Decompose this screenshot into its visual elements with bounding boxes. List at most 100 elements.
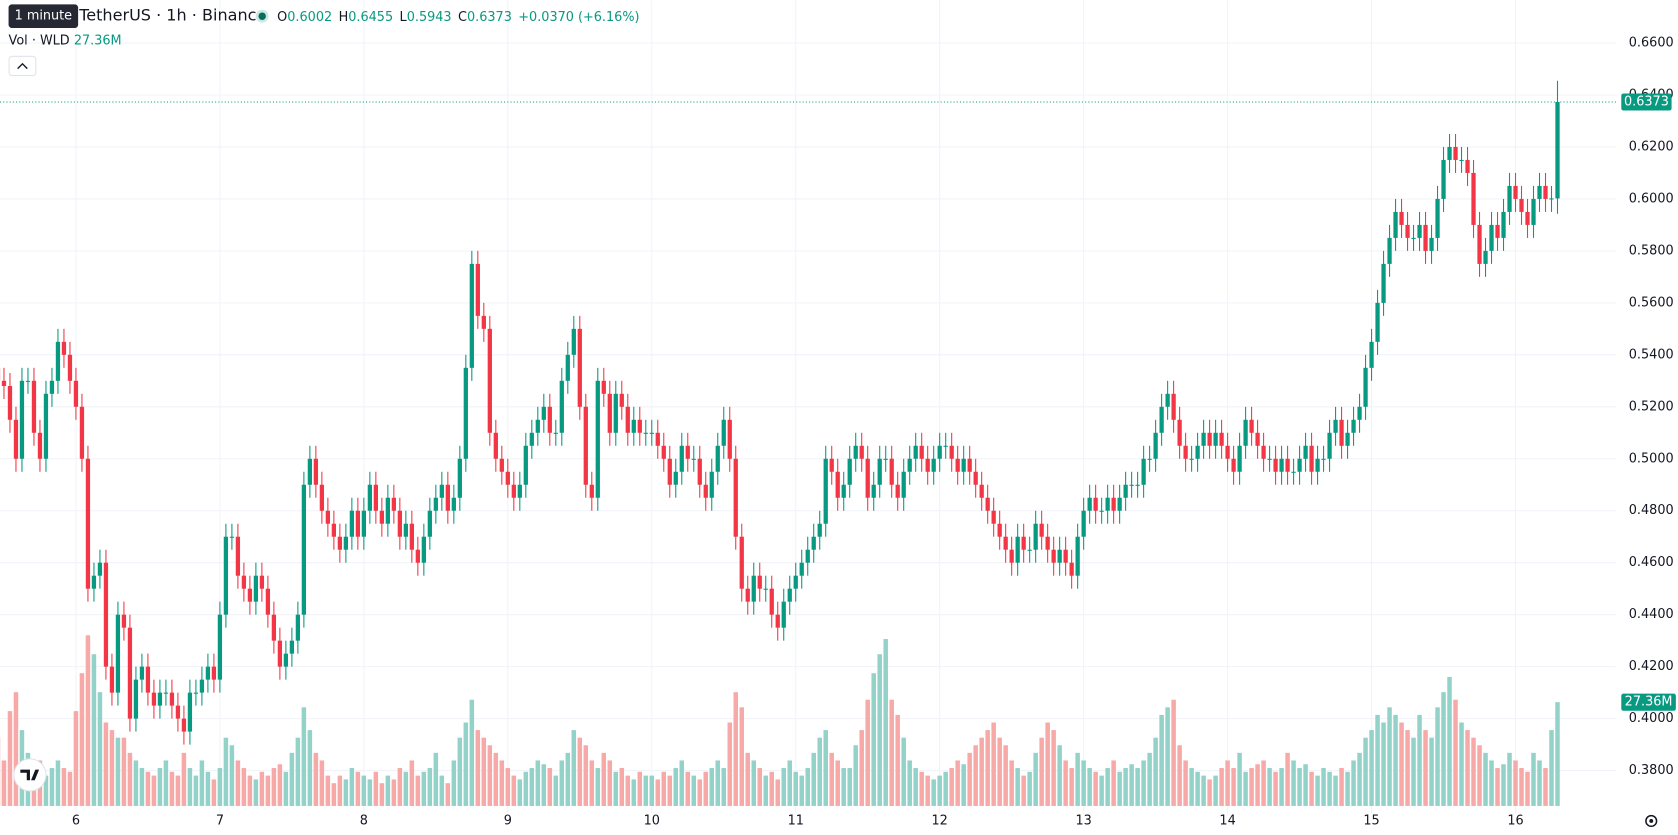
candle-body — [667, 458, 672, 485]
candle-body — [193, 692, 199, 694]
volume-bar — [1093, 771, 1098, 806]
candle-body — [1459, 159, 1464, 162]
volume-bar — [553, 775, 559, 806]
candle-body — [1129, 484, 1134, 486]
logo-circle[interactable] — [13, 758, 47, 792]
candle-body — [541, 406, 546, 420]
volume-bar — [751, 760, 756, 806]
candle-body — [577, 328, 582, 407]
candle-body — [391, 497, 396, 511]
candle-body — [301, 484, 307, 615]
candle-body — [823, 458, 828, 524]
symbol-title: TetherUS · 1h · Binance — [78, 6, 266, 25]
volume-bar — [13, 692, 19, 806]
volume-bar — [391, 779, 397, 806]
volume-bar — [1369, 730, 1374, 806]
volume-bar — [1159, 714, 1164, 806]
volume-bar — [427, 768, 433, 806]
logo[interactable] — [13, 758, 47, 792]
volume-bar — [1297, 768, 1302, 806]
legend-item: 0.6002 — [287, 10, 332, 25]
candle-body — [1327, 432, 1332, 459]
gear-center — [1649, 819, 1654, 823]
volume-bar — [787, 760, 792, 806]
candle-body — [19, 380, 25, 459]
candle-body — [223, 536, 229, 615]
candle-body — [307, 458, 313, 485]
volume-bar — [703, 771, 709, 806]
candle-body — [727, 419, 732, 459]
candle-body — [1237, 445, 1242, 472]
candle-body — [199, 679, 205, 693]
volume-bar — [1135, 768, 1140, 806]
volume-bar — [1039, 737, 1044, 806]
volume-bar — [523, 771, 529, 806]
candle-body — [457, 458, 462, 498]
candle-body — [1069, 562, 1074, 576]
candle-body — [937, 445, 942, 459]
candle-body — [1243, 419, 1248, 446]
candle-body — [1021, 536, 1026, 550]
candle-body — [169, 692, 175, 706]
volume-bar — [823, 730, 828, 806]
y-tick-label: 0.5800 — [1629, 243, 1674, 258]
y-tick-label: 0.4000 — [1629, 711, 1674, 726]
volume-bar — [697, 779, 703, 806]
volume-bar — [853, 745, 858, 806]
volume-bar — [1285, 752, 1290, 806]
candle-body — [697, 458, 702, 485]
candle-body — [1441, 159, 1446, 199]
volume-bar — [1201, 775, 1206, 806]
collapse-button[interactable] — [8, 55, 37, 77]
volume-bar — [445, 783, 451, 806]
volume-bar — [1291, 760, 1296, 806]
volume-bar — [829, 752, 834, 806]
volume-bar — [337, 775, 343, 806]
candle-body — [1003, 536, 1008, 550]
candle-body — [1117, 497, 1122, 511]
candle-body — [475, 263, 480, 316]
candle-body — [595, 380, 600, 498]
volume-bar — [571, 730, 577, 806]
volume-bar — [1225, 760, 1230, 806]
volume-bar — [1303, 764, 1308, 806]
volume-bar — [529, 768, 535, 806]
candle-body — [1513, 185, 1518, 199]
gear-icon[interactable] — [1645, 814, 1658, 828]
candle-body — [859, 445, 864, 459]
candle-body — [967, 458, 972, 472]
candle-body — [1225, 445, 1230, 459]
candle-body — [991, 510, 996, 524]
candle-body — [67, 354, 73, 381]
legend-item: 0.5943 — [407, 10, 452, 25]
volume-bar — [961, 764, 966, 806]
volume-bar — [1165, 707, 1170, 806]
volume-bar — [997, 737, 1002, 806]
candle-body — [961, 458, 966, 472]
volume-bar — [127, 752, 133, 806]
volume-bar — [1105, 768, 1110, 806]
candle-body — [289, 640, 295, 654]
candle-body — [1105, 497, 1110, 511]
candle-body — [589, 484, 594, 498]
volume-bar — [499, 760, 505, 806]
candle-body — [841, 484, 846, 498]
candle-body — [805, 549, 810, 563]
settings[interactable] — [1645, 814, 1658, 828]
candle-body — [61, 341, 67, 355]
candle-body — [685, 445, 690, 459]
candle-body — [1033, 523, 1038, 550]
candle-body — [205, 666, 211, 680]
candle-body — [913, 445, 918, 459]
candle-body — [85, 458, 91, 589]
candle-body — [1321, 458, 1326, 460]
volume-bar — [907, 760, 912, 806]
y-tick-label: 0.4400 — [1629, 607, 1674, 622]
candle-body — [559, 380, 564, 433]
candle-body — [487, 328, 492, 433]
volume-bar — [193, 775, 199, 806]
candle-body — [1099, 510, 1104, 512]
candle-body — [373, 484, 378, 511]
candle-body — [745, 588, 750, 602]
y-tick-label: 0.3800 — [1629, 763, 1674, 778]
